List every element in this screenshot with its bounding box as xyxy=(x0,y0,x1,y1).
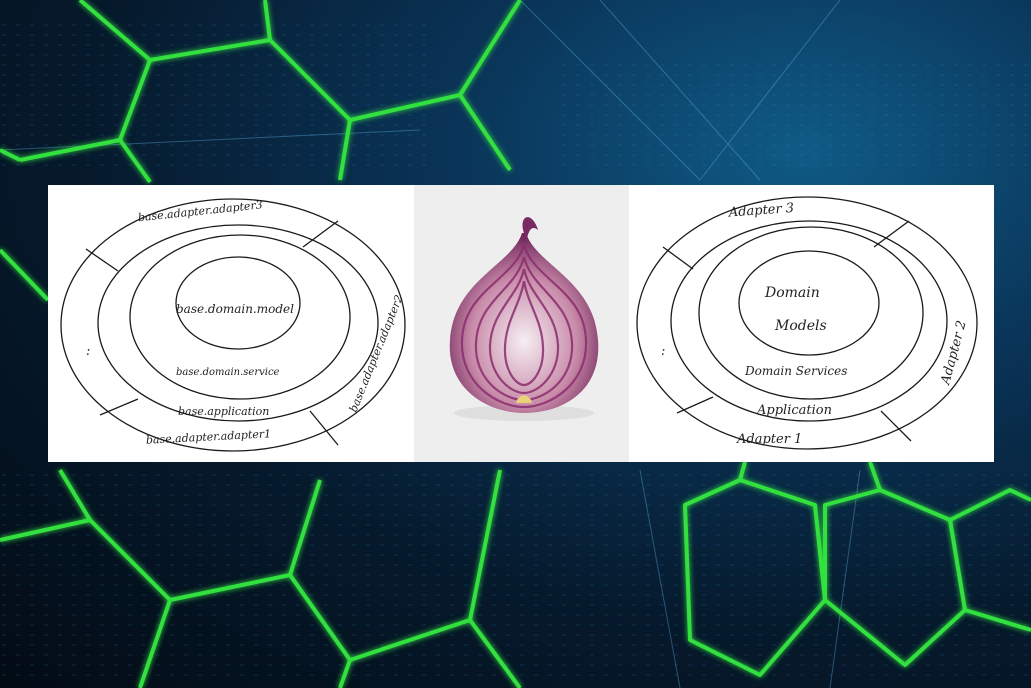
core-ring xyxy=(175,256,301,350)
core-label-line1: Domain xyxy=(764,285,820,301)
outer-left-label: : xyxy=(661,344,665,359)
outer-bottom-label: base.adapter.adapter1 xyxy=(146,427,272,447)
outer-right-label: base.adapter.adapter2 xyxy=(347,293,406,414)
outer-top-label: base.adapter.adapter3 xyxy=(137,198,263,224)
onion-diagram-layers: Domain Models Domain Services Applicatio… xyxy=(629,185,994,462)
inner-label: Domain Services xyxy=(744,364,847,378)
inner-ring xyxy=(129,234,351,400)
outer-left-label: : xyxy=(86,344,90,359)
core-label-line2: Models xyxy=(774,318,827,334)
outer-right-label: Adapter 2 xyxy=(938,319,970,387)
inner-ring xyxy=(698,226,924,400)
middle-label: base.application xyxy=(178,405,269,418)
middle-ring xyxy=(97,224,379,422)
outer-top-label: Adapter 3 xyxy=(727,201,794,221)
inner-label: base.domain.service xyxy=(176,367,280,378)
outer-bottom-label: Adapter 1 xyxy=(736,432,802,447)
onion-diagram-package-names: base.domain.model base.domain.service ba… xyxy=(48,185,414,462)
middle-ring xyxy=(670,220,948,422)
onion-photo xyxy=(414,185,629,462)
core-label: base.domain.model xyxy=(176,302,294,316)
core-ring xyxy=(738,250,880,356)
middle-label: Application xyxy=(756,403,832,418)
onion-icon xyxy=(449,217,599,421)
outer-ring xyxy=(60,198,406,452)
outer-ring xyxy=(636,196,978,450)
